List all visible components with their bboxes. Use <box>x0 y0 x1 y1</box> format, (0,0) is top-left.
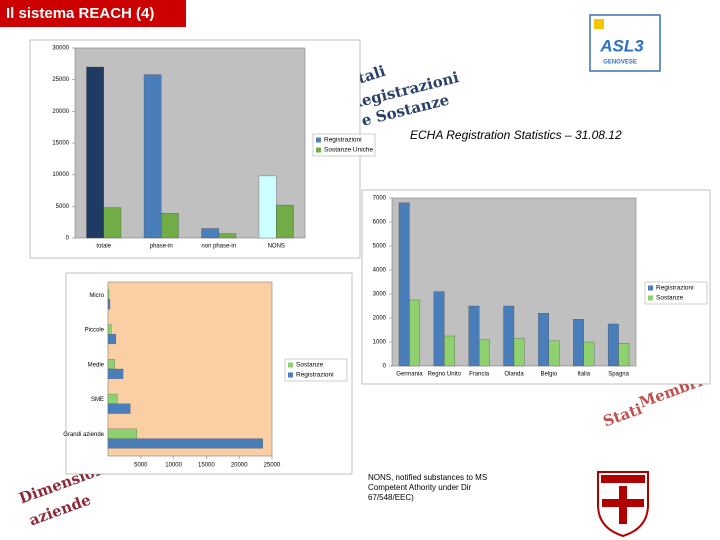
x-tick-label: Olanda <box>504 372 524 378</box>
x-tick-label: 10000 <box>165 463 182 469</box>
bar <box>258 175 277 239</box>
bar <box>478 339 490 367</box>
bar <box>107 289 110 300</box>
logo-badge <box>594 19 604 29</box>
bar <box>513 338 525 367</box>
bar <box>218 233 237 239</box>
legend-swatch <box>288 372 293 378</box>
y-tick-label: Piccole <box>85 328 105 334</box>
chart: 0 5000 10000 15000 20000 25000 30000 totale phas… <box>29 39 376 259</box>
y-tick-label: 4000 <box>373 268 387 274</box>
bar <box>583 341 595 367</box>
bar <box>107 403 131 414</box>
x-tick-label: Francia <box>469 372 490 378</box>
bar <box>409 299 421 367</box>
bar <box>107 368 124 379</box>
bar <box>276 204 294 239</box>
legend-label: Sostanze Uniche <box>324 147 374 154</box>
legend-label: Registrazioni <box>324 137 362 144</box>
y-tick-label: 1000 <box>373 340 387 346</box>
y-tick-label: 20000 <box>52 109 69 115</box>
legend-swatch <box>648 295 653 301</box>
legend-label: Registrazioni <box>656 285 694 292</box>
y-tick-label: SME <box>91 397 104 403</box>
legend-label: Sostanze <box>656 295 683 302</box>
y-tick-label: 25000 <box>52 77 69 83</box>
slide-title: Il sistema REACH (4) <box>6 5 154 22</box>
legend-swatch <box>648 285 653 291</box>
bar <box>103 207 122 239</box>
y-tick-label: Medie <box>88 362 105 368</box>
legend-swatch <box>288 362 293 368</box>
bar <box>468 305 480 367</box>
legend-box <box>312 133 376 157</box>
legend-box <box>644 281 708 305</box>
bar <box>107 428 138 439</box>
x-tick-label: 20000 <box>231 463 248 469</box>
bar <box>503 305 515 367</box>
bar <box>433 291 445 367</box>
x-tick-label: phase-in <box>150 244 173 250</box>
bar <box>86 66 104 239</box>
legend-swatch <box>316 147 321 153</box>
x-tick-label: Germania <box>396 372 423 378</box>
x-tick-label: Spagna <box>608 372 629 378</box>
bar <box>618 343 630 367</box>
y-tick-label: 30000 <box>52 46 69 52</box>
nons-note: NONS, notified substances to MS Competent… <box>368 473 487 502</box>
x-tick-label: NONS <box>268 244 285 250</box>
logo: ASL3 GENOVESE <box>589 14 661 72</box>
x-tick-label: Belgio <box>541 372 558 378</box>
bar <box>201 228 219 239</box>
bar <box>143 74 162 239</box>
x-tick-label: 15000 <box>198 463 215 469</box>
chart: 0 1000 2000 3000 4000 5000 6000 7000 Germania Reg… <box>361 189 711 385</box>
x-tick-label: Italia <box>577 372 590 378</box>
y-tick-label: 0 <box>383 364 387 370</box>
x-tick-label: 5000 <box>134 463 148 469</box>
bar <box>538 313 550 367</box>
legend-label: Sostanze <box>296 362 323 369</box>
emblem <box>597 471 649 538</box>
plot-area <box>107 281 273 457</box>
bar <box>444 335 455 367</box>
bar <box>107 359 115 370</box>
y-tick-label: 15000 <box>52 141 69 147</box>
bar <box>398 202 410 367</box>
y-tick-label: 5000 <box>56 204 70 210</box>
x-tick-label: non phase-in <box>201 244 236 250</box>
stats-caption: ECHA Registration Statistics – 31.08.12 <box>410 128 622 142</box>
logo-text: ASL3 <box>599 36 644 55</box>
y-tick-label: Micro <box>89 293 104 299</box>
x-tick-label: 25000 <box>264 463 281 469</box>
emblem-cross <box>602 499 644 507</box>
title-bar <box>0 0 186 27</box>
x-tick-label: totale <box>96 244 111 250</box>
legend-label: Registrazioni <box>296 372 334 379</box>
bar <box>161 213 179 239</box>
legend-box <box>284 358 348 382</box>
x-tick-label: Regno Unito <box>428 372 462 378</box>
chart: 5000 10000 15000 20000 25000 Micro Piccole Medi… <box>63 272 353 475</box>
legend-swatch <box>316 137 321 143</box>
y-tick-label: 7000 <box>373 196 387 202</box>
bar <box>607 323 619 367</box>
y-tick-label: 6000 <box>373 220 387 226</box>
y-tick-label: Grandi aziende <box>63 432 104 438</box>
bar <box>548 340 560 367</box>
emblem-band <box>601 475 645 483</box>
bar <box>107 393 118 404</box>
bar <box>107 438 263 449</box>
y-tick-label: 5000 <box>373 244 387 250</box>
bar <box>107 324 112 335</box>
bar <box>107 334 117 345</box>
y-tick-label: 0 <box>66 236 70 242</box>
bar <box>573 319 584 367</box>
y-tick-label: 2000 <box>373 316 387 322</box>
logo-subtitle: GENOVESE <box>603 60 637 66</box>
bar <box>107 299 111 310</box>
y-tick-label: 10000 <box>52 172 69 178</box>
y-tick-label: 3000 <box>373 292 387 298</box>
